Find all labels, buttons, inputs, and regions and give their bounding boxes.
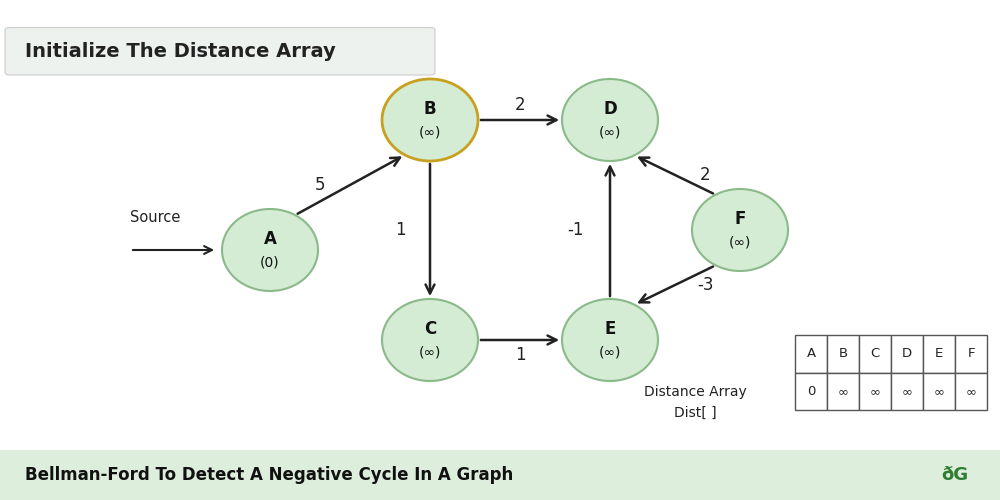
Bar: [859, 335, 891, 372]
Text: Source: Source: [130, 210, 180, 225]
Bar: [859, 372, 891, 410]
Text: D: D: [603, 100, 617, 118]
Text: (∞): (∞): [599, 125, 621, 139]
Text: (∞): (∞): [729, 235, 751, 249]
Ellipse shape: [692, 189, 788, 271]
Bar: [827, 335, 859, 372]
Text: B: B: [424, 100, 436, 118]
Text: ∞: ∞: [934, 385, 944, 398]
Text: C: C: [870, 347, 880, 360]
Text: D: D: [902, 347, 912, 360]
Text: ∞: ∞: [870, 385, 881, 398]
FancyBboxPatch shape: [5, 28, 435, 75]
Bar: [795, 372, 827, 410]
Bar: [955, 372, 987, 410]
Text: 1: 1: [515, 346, 525, 364]
Bar: [923, 335, 955, 372]
Text: F: F: [734, 210, 746, 228]
Text: E: E: [935, 347, 943, 360]
Text: (∞): (∞): [599, 345, 621, 359]
Bar: [923, 372, 955, 410]
Text: ∞: ∞: [966, 385, 977, 398]
Ellipse shape: [562, 299, 658, 381]
Text: (∞): (∞): [419, 125, 441, 139]
Text: -1: -1: [567, 221, 583, 239]
Text: Bellman-Ford To Detect A Negative Cycle In A Graph: Bellman-Ford To Detect A Negative Cycle …: [25, 466, 513, 484]
Text: A: A: [806, 347, 816, 360]
Text: ∞: ∞: [902, 385, 912, 398]
Ellipse shape: [562, 79, 658, 161]
Ellipse shape: [382, 299, 478, 381]
Text: (∞): (∞): [419, 345, 441, 359]
Text: (0): (0): [260, 255, 280, 269]
Text: Initialize The Distance Array: Initialize The Distance Array: [25, 42, 336, 61]
Bar: [795, 335, 827, 372]
Text: E: E: [604, 320, 616, 338]
Bar: [891, 335, 923, 372]
Bar: [0, 450, 1000, 500]
Text: B: B: [838, 347, 848, 360]
Bar: [955, 335, 987, 372]
Text: 2: 2: [515, 96, 525, 114]
Text: A: A: [264, 230, 276, 248]
Text: 5: 5: [315, 176, 325, 194]
Text: 0: 0: [807, 385, 815, 398]
Text: -3: -3: [697, 276, 713, 294]
Text: F: F: [967, 347, 975, 360]
Bar: [827, 372, 859, 410]
Ellipse shape: [222, 209, 318, 291]
Text: 1: 1: [395, 221, 405, 239]
Text: C: C: [424, 320, 436, 338]
Text: ðG: ðG: [941, 466, 968, 484]
Text: Distance Array
Dist[ ]: Distance Array Dist[ ]: [644, 385, 746, 420]
Text: 2: 2: [700, 166, 710, 184]
Ellipse shape: [382, 79, 478, 161]
Text: ∞: ∞: [838, 385, 849, 398]
Bar: [891, 372, 923, 410]
